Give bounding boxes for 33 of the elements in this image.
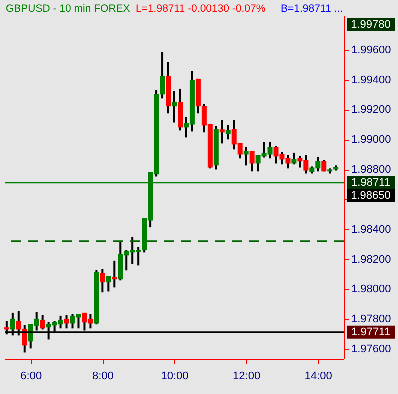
y-tick-label: 1.99200 [352, 104, 392, 116]
x-tick-label: 14:00 [304, 370, 332, 382]
y-tick-label: 1.97800 [352, 314, 392, 326]
candlestick [64, 314, 70, 330]
candlestick [112, 260, 118, 289]
candlestick [250, 150, 255, 173]
y-tick-label: 1.97600 [352, 343, 392, 356]
y-tick-label: 1.98000 [352, 284, 392, 296]
y-tick-label: 1.98400 [352, 224, 392, 236]
y-tick-label: 1.99000 [352, 134, 392, 146]
candlestick [226, 124, 231, 141]
x-tick-label: 6:00 [20, 370, 42, 382]
candlestick [244, 146, 249, 167]
candlestick [292, 152, 297, 166]
text: 1.99780 [351, 19, 391, 31]
ref-line-label: 1.98711 [352, 176, 390, 189]
text: B=1.98711 ... [281, 3, 343, 15]
y-tick-label: 1.98200 [352, 254, 392, 266]
chart-title: GBPUSD - 10 min FOREX [6, 3, 130, 15]
candlestick [100, 268, 106, 294]
candlestick [172, 90, 177, 124]
x-tick-label: 8:00 [92, 370, 114, 382]
y-tick-label: 1.98800 [352, 164, 392, 176]
ref-line-label: 1.97711 [352, 326, 390, 338]
candlestick [40, 314, 46, 331]
y-tick-label: 1.99400 [352, 74, 392, 86]
x-tick-label: 10:00 [161, 370, 189, 382]
candlestick [106, 275, 112, 293]
x-tick-label: 12:00 [233, 370, 261, 382]
candlestick [220, 119, 225, 145]
chart-subtitle: L=1.98711 -0.00130 -0.07% [136, 3, 266, 15]
y-tick-label: 1.99600 [352, 44, 392, 56]
text: 1.98650 [351, 190, 391, 202]
